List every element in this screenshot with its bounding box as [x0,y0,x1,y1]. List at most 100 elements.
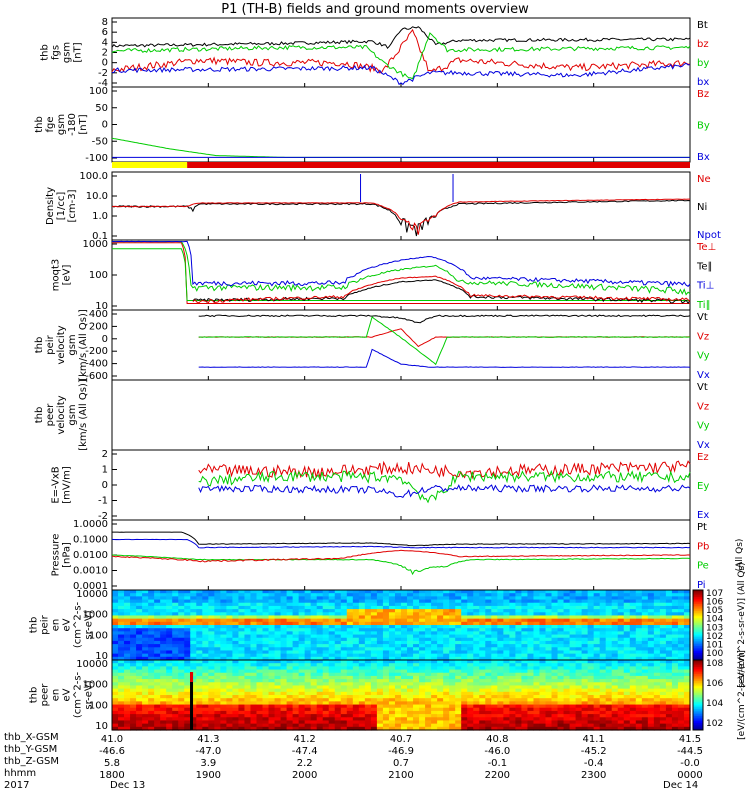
spectro-cell [292,618,300,623]
series-tipar-bg [112,248,690,301]
spectro-cell [665,628,673,632]
spectro-cell [112,698,119,702]
spectro-cell [244,605,252,610]
spectro-cell [352,685,360,690]
spectro-cell [653,723,661,728]
spectro-cell [551,682,559,687]
spectro-cell [587,621,595,626]
spectro-cell [509,612,516,617]
spectro-cell [358,596,366,601]
spectro-cell [304,599,312,604]
spectro-cell [298,691,306,696]
xtick-label: 2300 [581,770,606,781]
ytick-label: 10.0 [86,191,108,202]
spectro-cell [304,602,312,607]
spectro-cell [124,688,131,693]
spectro-cell [382,609,390,613]
spectro-cell [184,621,191,626]
spectro-cell [479,698,486,702]
spectro-cell [328,653,336,658]
spectro-cell [160,717,167,722]
spectro-cell [647,634,655,639]
spectro-cell [641,647,649,652]
spectro-cell [545,720,553,725]
spectro-cell [316,695,324,699]
spectro-cell [611,726,619,731]
spectro-cell [310,637,318,642]
ylabel-line: gsm [62,42,73,63]
spectro-cell [328,650,336,655]
spectro-cell [298,593,306,597]
spectro-cell [617,615,625,620]
spectro-cell [629,685,637,690]
spectro-cell [280,602,288,607]
spectro-cell [304,631,312,636]
colorbar-cell [693,600,703,603]
spectro-cell [611,666,619,671]
spectro-cell [370,672,378,677]
spectro-cell [605,672,613,677]
spectro-cell [316,660,324,664]
spectro-cell [461,599,468,604]
spectro-cell [575,663,583,667]
spectro-cell [479,628,486,632]
panel-ylabel: thbfgsgsm[nT] [40,42,84,63]
spectro-cell [599,698,607,702]
spectro-cell [581,695,589,699]
spectro-cell [479,695,486,699]
spectro-cell [196,663,203,667]
spectro-cell [124,609,131,613]
spectro-cell [539,631,547,636]
spectro-cell [376,717,384,722]
spectro-cell [196,710,203,715]
spectro-cell [473,701,480,706]
spectro-cell [382,710,390,715]
spectro-cell [160,669,167,674]
spectro-cell [563,628,571,632]
spectro-cell [449,637,456,642]
spectro-cell [407,704,414,709]
spectro-cell [503,634,510,639]
spectro-cell [407,672,414,677]
spectro-cell [250,612,258,617]
spectro-cell [653,628,661,632]
spectro-cell [208,660,215,664]
spectro-cell [322,596,330,601]
spectro-cell [605,596,613,601]
spectro-cell [238,634,246,639]
spectro-cell [286,602,294,607]
spectro-cell [358,691,366,696]
spectro-cell [629,726,637,731]
spectro-cell [394,704,402,709]
spectro-cell [250,666,258,671]
spectro-cell [112,669,119,674]
series-bt [111,26,691,50]
spectro-cell [292,625,300,629]
spectro-cell [623,628,631,632]
spectro-cell [358,615,366,620]
spectro-cell [346,707,354,712]
spectro-cell [647,726,655,731]
spectro-cell [665,679,673,683]
spectro-cell [605,685,613,690]
spectro-cell [190,726,197,731]
spectro-cell [413,628,420,632]
spectro-cell [623,701,631,706]
xtick-label: -46.0 [484,746,510,757]
spectro-cell [286,653,294,658]
spectro-cell [539,615,547,620]
spectro-cell [497,698,504,702]
ytick-label: 0.1 [92,231,108,242]
spectro-cell [671,593,679,597]
spectro-cell [677,647,685,652]
spectro-cell [521,625,529,629]
spectro-cell [467,653,474,658]
spectro-cell [136,723,143,728]
spectro-cell [449,599,456,604]
spectro-cell [334,704,342,709]
spectro-cell [641,590,649,594]
spectro-cell [334,663,342,667]
spectro-cell [226,704,234,709]
spectro-cell [142,650,149,655]
spectro-cell [581,612,589,617]
